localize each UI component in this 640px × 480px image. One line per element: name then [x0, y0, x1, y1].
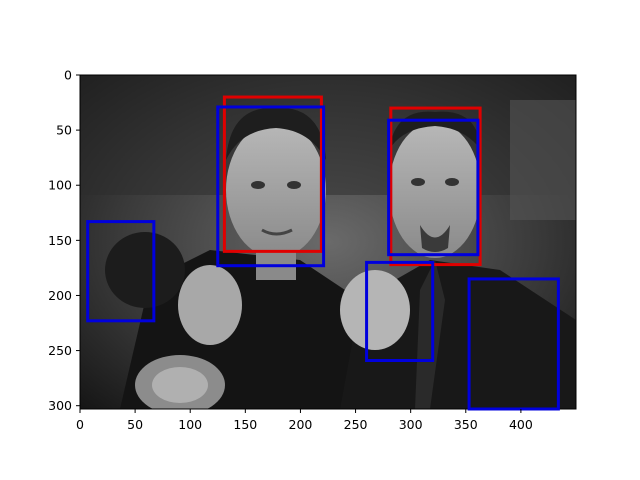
bounding-box: [387, 118, 480, 257]
x-tick-label: 300: [399, 417, 423, 432]
y-tick-label: 150: [48, 233, 72, 248]
y-tick-label: 300: [48, 398, 72, 413]
bounding-box: [389, 106, 482, 267]
x-tick-label: 150: [233, 417, 257, 432]
x-tick-label: 0: [76, 417, 84, 432]
axes-frame: [79, 74, 577, 410]
photo: [80, 75, 576, 409]
x-tick-label: 350: [454, 417, 478, 432]
x-tick-label: 200: [289, 417, 313, 432]
y-tick-label: 50: [56, 123, 72, 138]
y-tick-label: 250: [48, 343, 72, 358]
y-tick-label: 200: [48, 288, 72, 303]
x-tick-label: 250: [344, 417, 368, 432]
x-axis-ticks: 0 50 100 150 200 250 300 350 400: [76, 409, 533, 432]
y-axis-ticks: 0 50 100 150 200 250 300: [48, 68, 80, 413]
bounding-box: [467, 277, 560, 411]
bounding-boxes: [86, 95, 560, 411]
x-tick-label: 50: [127, 417, 143, 432]
bounding-box: [216, 105, 326, 268]
y-tick-label: 100: [48, 178, 72, 193]
x-tick-label: 400: [509, 417, 533, 432]
y-tick-label: 0: [64, 68, 72, 83]
bounding-box: [365, 260, 435, 362]
bounding-box: [222, 95, 323, 253]
x-tick-label: 100: [178, 417, 202, 432]
bounding-box: [86, 220, 156, 323]
